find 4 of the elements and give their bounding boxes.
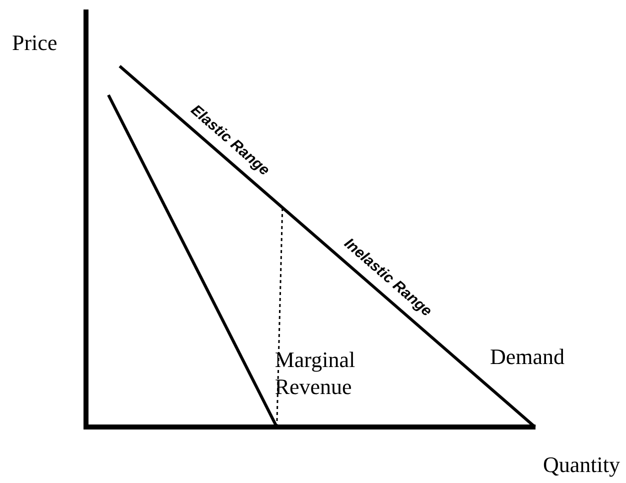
series-label: Demand: [490, 344, 565, 369]
y-axis-title: Price: [12, 30, 58, 55]
series-label: Marginal Revenue: [274, 347, 356, 399]
x-axis-title: Quantity: [543, 452, 620, 477]
